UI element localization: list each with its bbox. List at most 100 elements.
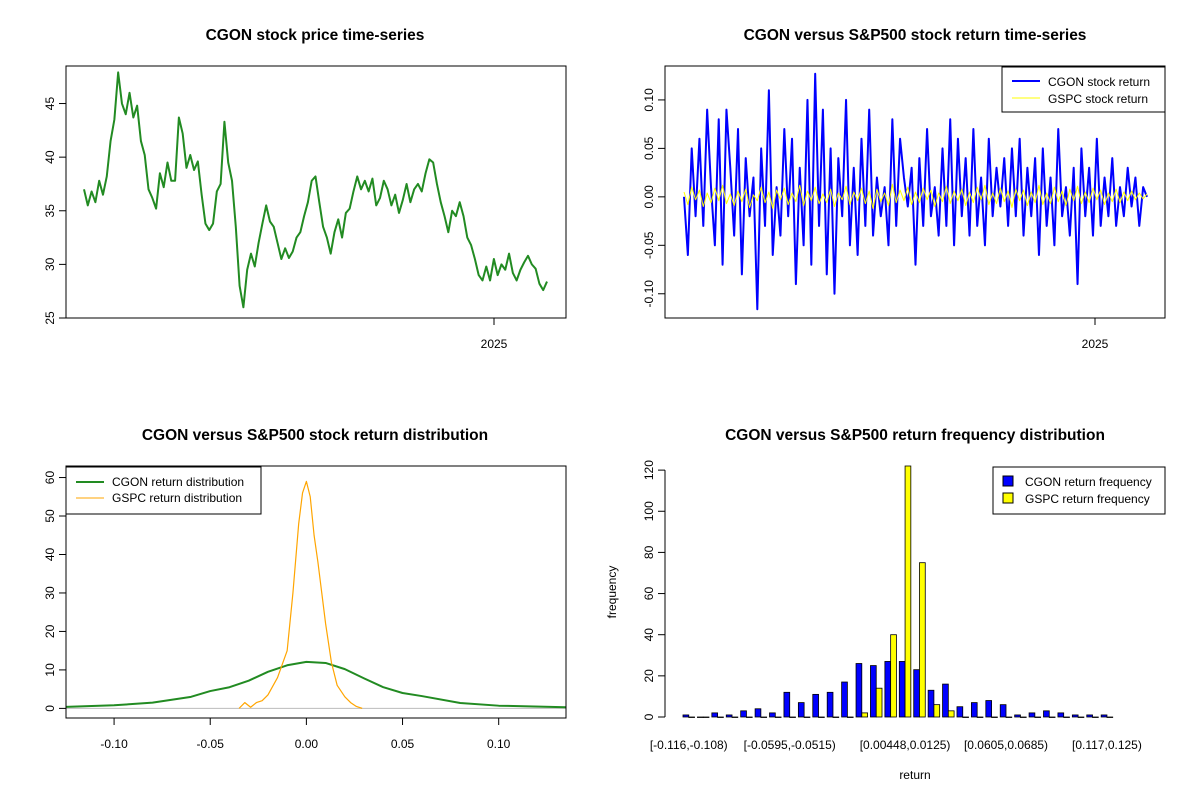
- cgon-frequency-bar: [711, 712, 719, 718]
- cgon-frequency-bar: [1028, 712, 1036, 718]
- return-density-title: CGON versus S&P500 stock return distribu…: [142, 427, 488, 444]
- return-histogram-y-tick-label: 0: [642, 713, 656, 720]
- return-density-y-tick-label: 60: [43, 471, 57, 485]
- gspc-frequency-bar: [904, 465, 912, 718]
- cgon-frequency-bar: [1086, 714, 1093, 718]
- price-chart-x-tick-label: 2025: [481, 337, 508, 351]
- cgon-frequency-bar: [985, 700, 992, 718]
- cgon-return-line: [683, 72, 1148, 311]
- return-histogram-x-tick-label: [0.117,0.125): [1072, 738, 1142, 752]
- return-density-y-tick-label: 30: [43, 586, 57, 600]
- gspc-frequency-bar: [688, 716, 695, 718]
- cgon-frequency-bar: [697, 716, 704, 718]
- gspc-density-line: [238, 480, 363, 709]
- return-histogram-y-tick-label: 20: [642, 669, 656, 683]
- return-timeseries-title: CGON versus S&P500 stock return time-ser…: [744, 27, 1087, 44]
- cgon-frequency-bar: [999, 704, 1007, 718]
- gspc-frequency-bar: [1034, 716, 1042, 718]
- cgon-frequency-bar: [942, 683, 949, 718]
- gspc-frequency-bar: [1005, 716, 1013, 718]
- gspc-frequency-bar: [1063, 716, 1070, 718]
- price-series-line: [83, 71, 548, 309]
- gspc-frequency-bar: [731, 716, 739, 718]
- cgon-frequency-bar: [740, 710, 747, 718]
- cgon-frequency-bar: [754, 708, 762, 718]
- cgon-frequency-bar: [797, 702, 805, 718]
- return-histogram-y-tick-label: 40: [642, 628, 656, 642]
- legend-box: [1001, 66, 1166, 113]
- gspc-return-line: [683, 183, 1148, 209]
- gspc-frequency-bar: [962, 716, 969, 718]
- cgon-frequency-bar: [884, 661, 892, 718]
- return-density-legend: CGON return distribution GSPC return dis…: [65, 466, 262, 515]
- cgon-frequency-bar: [841, 681, 848, 718]
- cgon-frequency-bar: [769, 712, 776, 718]
- legend-label-cgon: CGON return distribution: [112, 475, 244, 489]
- gspc-frequency-bar: [746, 716, 753, 718]
- cgon-frequency-bar: [1057, 712, 1065, 718]
- gspc-frequency-bar: [832, 716, 840, 718]
- gspc-frequency-bar: [1106, 716, 1114, 718]
- gspc-frequency-bar: [933, 704, 941, 718]
- cgon-frequency-bar: [682, 714, 690, 718]
- return-histogram-ylabel: frequency: [605, 566, 619, 619]
- cgon-frequency-bar: [956, 706, 964, 718]
- return-histogram-x-tick-label: [0.00448,0.0125): [860, 738, 951, 752]
- gspc-frequency-bar: [789, 716, 796, 718]
- cgon-frequency-bar: [1100, 714, 1108, 718]
- cgon-frequency-bar: [1014, 714, 1021, 718]
- cgon-frequency-bar: [783, 691, 791, 718]
- gspc-frequency-bar: [803, 716, 811, 718]
- gspc-frequency-bar: [947, 710, 955, 718]
- return-density-y-tick-label: 0: [43, 705, 57, 712]
- cgon-frequency-bar: [1043, 710, 1050, 718]
- gspc-frequency-bar: [818, 716, 825, 718]
- gspc-frequency-bar: [890, 634, 897, 718]
- gspc-frequency-bar: [1048, 716, 1056, 718]
- legend-label-cgon: CGON return frequency: [1025, 475, 1152, 489]
- cgon-frequency-bar: [927, 689, 935, 718]
- price-chart-y-tick-label: 45: [43, 97, 57, 111]
- return-density-x-tick-label: -0.05: [197, 737, 225, 751]
- return-timeseries-y-tick-label: 0.10: [642, 88, 656, 112]
- gspc-frequency-bar: [861, 712, 868, 718]
- return-timeseries-frame: [664, 65, 1166, 319]
- return-histogram-legend: CGON return frequency GSPC return freque…: [992, 466, 1166, 515]
- cgon-frequency-bar: [870, 665, 877, 718]
- return-histogram-title: CGON versus S&P500 return frequency dist…: [725, 427, 1105, 444]
- return-timeseries-y-tick-label: 0.00: [642, 185, 656, 209]
- price-chart-y-tick-label: 30: [43, 257, 57, 271]
- return-histogram-y-tick-label: 100: [642, 501, 656, 521]
- legend-box: [992, 466, 1166, 515]
- price-chart-y-tick-label: 25: [43, 311, 57, 325]
- legend-box: [65, 466, 262, 515]
- price-chart-title: CGON stock price time-series: [206, 27, 425, 44]
- gspc-frequency-bar: [760, 716, 768, 718]
- return-histogram-x-tick-label: [-0.116,-0.108): [650, 738, 728, 752]
- cgon-frequency-bar: [812, 693, 819, 718]
- return-density-y-tick-label: 10: [43, 663, 57, 677]
- gspc-frequency-bar: [976, 716, 984, 718]
- cgon-frequency-bar: [913, 669, 920, 718]
- cgon-frequency-bar: [971, 702, 978, 718]
- return-histogram-y-tick-label: 120: [642, 460, 656, 480]
- return-timeseries-y-tick-label: -0.05: [642, 231, 656, 259]
- price-chart-y-tick-label: 35: [43, 204, 57, 218]
- return-density-x-tick-label: 0.00: [295, 737, 319, 751]
- return-density-y-tick-label: 40: [43, 547, 57, 561]
- return-timeseries-chart: CGON versus S&P500 stock return time-ser…: [642, 27, 1166, 351]
- return-timeseries-y-tick-label: 0.05: [642, 136, 656, 160]
- return-histogram-xlabel: return: [899, 768, 930, 782]
- gspc-frequency-bar: [1092, 716, 1099, 718]
- legend-swatch-cgon: [1002, 475, 1014, 487]
- gspc-frequency-bar: [1077, 716, 1085, 718]
- gspc-frequency-bar: [774, 716, 782, 718]
- price-chart-frame: [65, 65, 567, 319]
- return-histogram-x-tick-label: [-0.0595,-0.0515): [744, 738, 836, 752]
- return-histogram-chart: CGON versus S&P500 return frequency dist…: [605, 427, 1166, 782]
- return-timeseries-x-tick-label: 2025: [1082, 337, 1109, 351]
- cgon-frequency-bar: [898, 661, 906, 718]
- return-density-x-tick-label: -0.10: [100, 737, 128, 751]
- gspc-frequency-bar: [919, 562, 926, 718]
- gspc-frequency-bar: [875, 687, 883, 718]
